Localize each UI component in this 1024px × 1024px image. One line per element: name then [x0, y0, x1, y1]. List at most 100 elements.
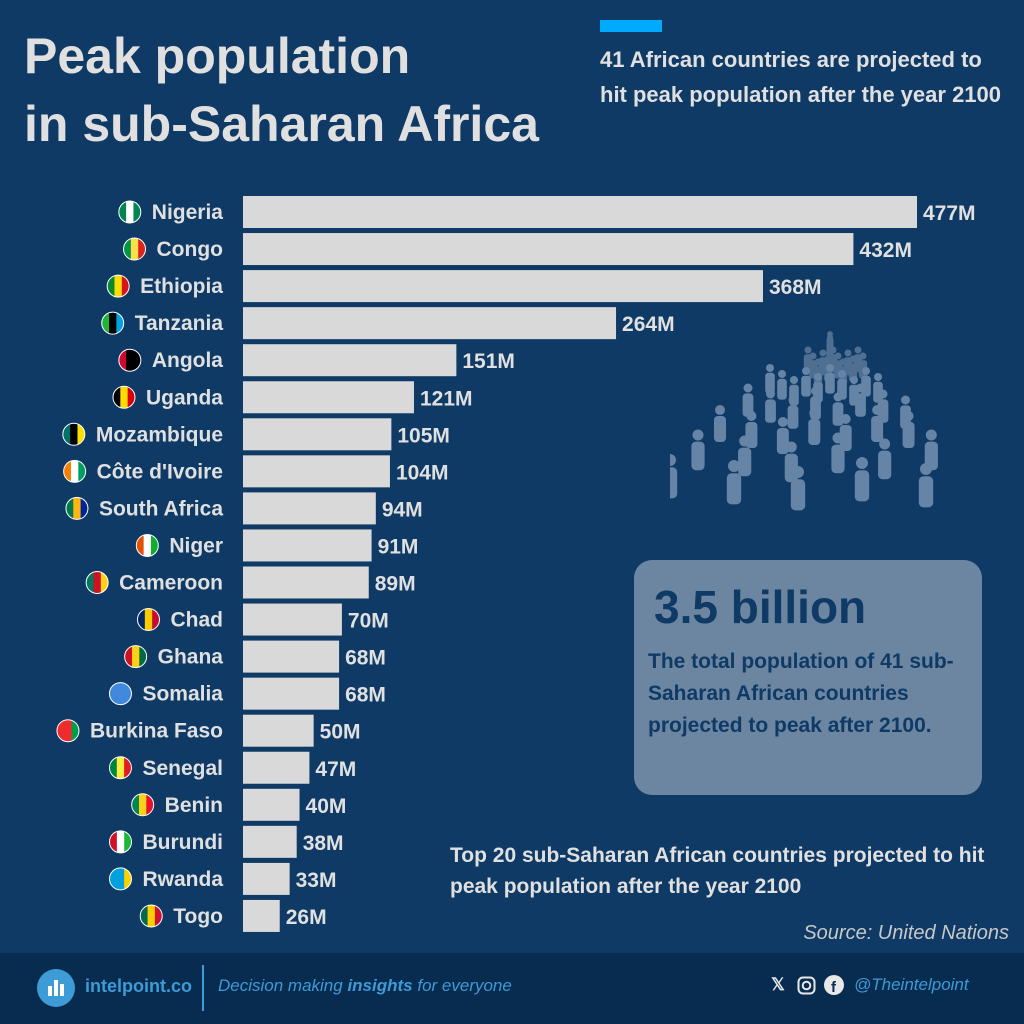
svg-text:f: f — [831, 979, 837, 995]
value-label: 40M — [306, 795, 347, 818]
flag-icon — [131, 793, 155, 817]
category-label: Chad — [171, 609, 224, 632]
page-title: Peak population in sub-Saharan Africa — [24, 22, 539, 158]
bar — [243, 751, 310, 784]
value-label: 89M — [375, 573, 416, 596]
category-label: Congo — [157, 238, 223, 261]
person-icon — [855, 383, 866, 417]
person-icon — [832, 392, 844, 426]
category-label: Rwanda — [142, 868, 223, 891]
people-crowd-icon — [670, 331, 938, 511]
person-icon — [691, 429, 705, 471]
tagline-post: for everyone — [412, 976, 512, 995]
person-icon — [790, 466, 806, 511]
value-label: 68M — [345, 647, 386, 670]
category-label: Ghana — [158, 646, 224, 669]
bar — [243, 233, 854, 266]
value-label: 477M — [923, 202, 976, 225]
flag-icon — [109, 830, 133, 854]
category-label: Burkina Faso — [90, 720, 223, 743]
person-icon — [854, 457, 870, 502]
facebook-icon[interactable]: f — [824, 975, 844, 995]
bar — [243, 566, 369, 599]
flag-icon — [62, 422, 86, 446]
category-label: Burundi — [143, 831, 223, 854]
value-label: 121M — [420, 387, 473, 410]
person-icon — [902, 411, 915, 448]
flag-icon — [135, 533, 159, 557]
category-label: Togo — [173, 905, 223, 928]
footer: intelpoint.co Decision making insights f… — [0, 953, 1024, 1024]
bar — [243, 788, 300, 821]
person-icon — [726, 460, 742, 505]
person-icon — [861, 367, 871, 397]
bar — [243, 344, 457, 377]
flag-icon — [118, 200, 142, 224]
person-icon — [831, 432, 845, 474]
bar-chart: 477M Nigeria 432M Congo 368M Ethiopia 264M Tanz… — [56, 196, 976, 932]
category-label: Niger — [169, 534, 223, 557]
title-line-1: Peak population — [24, 28, 411, 84]
social-handle[interactable]: @Theintelpoint — [854, 975, 969, 994]
tagline-bold: insights — [347, 976, 413, 995]
bar — [243, 677, 340, 710]
person-icon — [742, 383, 754, 417]
category-label: Ethiopia — [140, 275, 223, 298]
flag-icon — [139, 904, 163, 928]
bar — [243, 899, 280, 932]
value-label: 368M — [769, 276, 822, 299]
logo-icon[interactable] — [37, 969, 75, 1007]
flag-icon — [108, 756, 132, 780]
flag-icon — [137, 608, 160, 632]
stat-card: 3.5 billion The total population of 41 s… — [634, 560, 982, 795]
social-links: 𝕏 f @Theintelpoint — [768, 975, 969, 995]
bar — [243, 603, 342, 636]
bar — [243, 714, 314, 747]
person-icon — [918, 463, 934, 508]
bar — [243, 196, 917, 228]
tagline-pre: Decision making — [218, 976, 348, 995]
value-label: 432M — [859, 239, 912, 262]
person-icon — [787, 395, 799, 429]
value-label: 50M — [320, 721, 361, 744]
brand-link[interactable]: intelpoint.co — [85, 976, 192, 996]
value-label: 68M — [345, 684, 386, 707]
person-icon — [924, 429, 938, 471]
person-icon — [825, 364, 835, 394]
person-icon — [871, 405, 884, 442]
instagram-icon[interactable] — [796, 975, 816, 995]
title-line-2: in sub-Saharan Africa — [24, 96, 539, 152]
value-label: 94M — [382, 498, 423, 521]
category-label: Mozambique — [96, 423, 223, 446]
source: Source: United Nations — [803, 922, 1009, 944]
flag-icon — [124, 645, 148, 669]
person-icon — [714, 405, 726, 442]
bar — [243, 381, 414, 414]
divider — [202, 965, 204, 1011]
person-icon — [765, 364, 775, 394]
value-label: 91M — [378, 535, 419, 558]
person-icon — [777, 370, 787, 400]
tagline: Decision making insights for everyone — [218, 976, 512, 996]
value-label: 105M — [397, 424, 450, 447]
flag-icon — [108, 682, 132, 706]
bar — [243, 270, 763, 303]
stat-description: The total population of 41 sub-Saharan A… — [648, 650, 954, 737]
person-icon — [801, 367, 811, 397]
x-icon[interactable]: 𝕏 — [771, 975, 785, 994]
bar — [243, 492, 376, 525]
category-label: Nigeria — [152, 201, 224, 224]
person-icon — [765, 389, 776, 423]
category-label: Uganda — [146, 386, 223, 409]
person-icon — [839, 414, 852, 451]
category-label: Tanzania — [135, 312, 224, 335]
flag-icon — [63, 459, 87, 483]
accent-bar — [600, 20, 662, 32]
category-label: Senegal — [142, 757, 223, 780]
bar — [243, 455, 390, 488]
flag-icon — [56, 719, 80, 743]
value-label: 264M — [622, 313, 675, 336]
person-icon — [738, 435, 752, 477]
flag-icon — [101, 311, 125, 335]
value-label: 104M — [396, 461, 449, 484]
